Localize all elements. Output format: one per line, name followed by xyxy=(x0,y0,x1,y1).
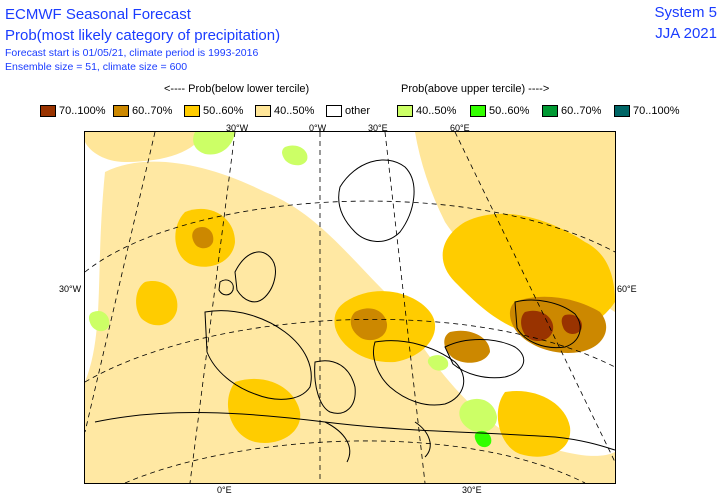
legend: 70..100% 60..70% 50..60% 40..50% other 4… xyxy=(40,103,720,119)
legend-item: 70..100% xyxy=(614,103,679,119)
shading-yellow xyxy=(136,208,615,457)
legend-item: 40..50% xyxy=(255,103,314,119)
legend-item: 40..50% xyxy=(397,103,456,119)
legend-swatch xyxy=(113,105,129,117)
tick-left-30w: 30°W xyxy=(59,284,82,294)
shading-brown xyxy=(521,310,583,342)
legend-label: 70..100% xyxy=(633,105,680,117)
legend-label: 60..70% xyxy=(561,105,602,117)
legend-swatch xyxy=(397,105,413,117)
graticule xyxy=(85,132,615,483)
legend-swatch xyxy=(542,105,558,117)
subtitle: Prob(most likely category of precipitati… xyxy=(5,27,281,44)
system-label: System 5 xyxy=(654,4,717,21)
coastlines xyxy=(94,159,615,463)
legend-label: other xyxy=(345,105,371,117)
tick-top-30e: 30°E xyxy=(368,123,388,133)
shading-green xyxy=(474,430,492,448)
legend-item: other xyxy=(326,103,370,119)
legend-below-heading: <---- Prob(below lower tercile) xyxy=(164,83,310,95)
forecast-map xyxy=(84,131,616,484)
legend-item: 60..70% xyxy=(542,103,601,119)
legend-label: 70..100% xyxy=(59,105,106,117)
shading-light-green xyxy=(88,132,497,433)
legend-label: 60..70% xyxy=(132,105,173,117)
map-svg xyxy=(85,132,615,483)
legend-item: 50..60% xyxy=(470,103,529,119)
legend-item: 70..100% xyxy=(40,103,105,119)
legend-label: 50..60% xyxy=(489,105,530,117)
legend-swatch xyxy=(614,105,630,117)
legend-label: 40..50% xyxy=(416,105,457,117)
tick-right-60e: 60°E xyxy=(617,284,637,294)
tick-bottom-0e: 0°E xyxy=(217,485,232,495)
legend-swatch xyxy=(470,105,486,117)
legend-swatch xyxy=(184,105,200,117)
tick-top-60e: 60°E xyxy=(450,123,470,133)
ensemble-info: Ensemble size = 51, climate size = 600 xyxy=(5,61,188,73)
season-label: JJA 2021 xyxy=(655,25,717,42)
tick-bottom-30e: 30°E xyxy=(462,485,482,495)
tick-top-0: 0°W xyxy=(309,123,327,133)
legend-label: 50..60% xyxy=(203,105,244,117)
legend-swatch xyxy=(326,105,342,117)
legend-above-heading: Prob(above upper tercile) ----> xyxy=(401,83,550,95)
legend-item: 50..60% xyxy=(184,103,243,119)
forecast-info: Forecast start is 01/05/21, climate peri… xyxy=(5,47,259,59)
legend-label: 40..50% xyxy=(274,105,315,117)
legend-item: 60..70% xyxy=(113,103,172,119)
title: ECMWF Seasonal Forecast xyxy=(5,6,191,23)
legend-swatch xyxy=(40,105,56,117)
legend-swatch xyxy=(255,105,271,117)
tick-top-30w: 30°W xyxy=(226,123,249,133)
